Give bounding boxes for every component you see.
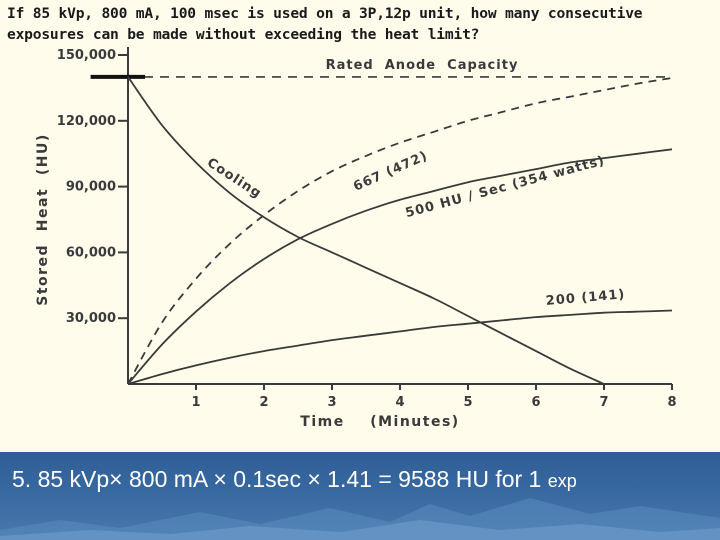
y-axis-title: Stored Heat (HU) <box>35 133 51 306</box>
answer-main: 5. 85 kVp× 800 mA × 0.1sec × 1.41 = 9588… <box>12 466 548 492</box>
heat-storage-chart: 30,000 60,000 90,000 120,000 150,000 1 2 3 4 5 6 7 8… <box>35 47 677 430</box>
series-line-1 <box>127 77 673 385</box>
x-tick-label: 5 <box>463 395 472 410</box>
x-tick-label: 1 <box>191 395 200 410</box>
answer-band: 5. 85 kVp× 800 mA × 0.1sec × 1.41 = 9588… <box>0 452 720 540</box>
curve-label-1: 667 (472) <box>351 149 430 195</box>
mountain-decoration <box>0 498 720 540</box>
chart-axes <box>127 47 672 385</box>
x-tick-label: 7 <box>599 395 608 410</box>
chart-series <box>90 74 673 385</box>
x-tick-label: 2 <box>259 395 268 410</box>
x-tick-label: 8 <box>667 395 676 410</box>
answer-tail: exp <box>547 471 577 491</box>
y-tick-label: 30,000 <box>66 311 116 326</box>
curve-label-2: 500 HU / Sec (354 watts) <box>404 153 607 221</box>
series-line-0 <box>127 76 605 385</box>
y-tick-label: 120,000 <box>57 114 116 129</box>
y-tick-label: 150,000 <box>57 48 116 63</box>
answer-text: 5. 85 kVp× 800 mA × 0.1sec × 1.41 = 9588… <box>12 466 577 493</box>
x-tick-label: 4 <box>395 395 404 410</box>
x-axis-title: Time (Minutes) <box>300 414 459 430</box>
curve-label-3: 200 (141) <box>545 287 626 309</box>
rated-capacity-label: Rated Anode Capacity <box>326 58 519 73</box>
x-tick-label: 3 <box>327 395 336 410</box>
y-tick-label: 60,000 <box>66 245 116 260</box>
chart-ticks: 30,000 60,000 90,000 120,000 150,000 1 2 3 4 5 6 7 8… <box>35 48 677 430</box>
series-line-2 <box>127 148 673 385</box>
y-tick-label: 90,000 <box>66 180 116 195</box>
question-text: If 85 kVp, 800 mA, 100 msec is used on a… <box>7 5 651 43</box>
series-line-3 <box>127 309 673 385</box>
x-tick-label: 6 <box>531 395 540 410</box>
